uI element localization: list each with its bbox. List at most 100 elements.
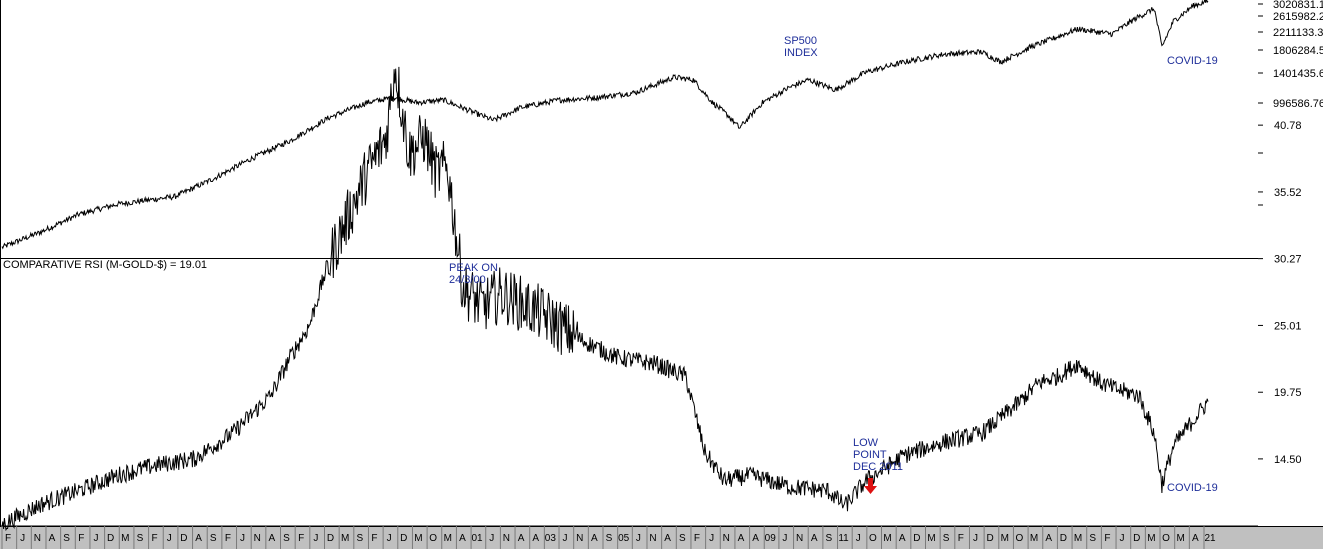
x-tick-label: D [913,533,920,544]
x-tick-label: J [709,533,714,544]
x-tick-label: J [973,533,978,544]
x-tick-label: A [811,533,818,544]
x-tick-label: J [20,533,25,544]
y-tick-label-bottom: 30.27 [1274,254,1302,266]
x-tick-label: N [576,533,583,544]
x-tick-label: F [298,533,304,544]
x-tick-label: S [356,533,363,544]
x-tick-label: F [5,533,11,544]
x-tick-label: N [503,533,510,544]
rsi-line [1,66,1209,532]
x-tick-label: S [826,533,833,544]
x-tick-label: J [167,533,172,544]
x-tick-label: 11 [838,533,849,544]
low-point-arrow [864,478,877,494]
x-tick-label: A [532,533,539,544]
x-tick-label: M [1001,533,1009,544]
y-tick-label-top: 2615982.2 [1273,11,1323,23]
y-tick-label-top: 996586.76 [1273,98,1323,110]
x-tick-label: F [371,533,377,544]
x-tick-label: N [723,533,730,544]
x-tick-label: F [78,533,84,544]
x-tick-label: J [240,533,245,544]
x-tick-label: D [180,533,187,544]
x-tick-label: M [414,533,422,544]
x-tick-label: O [869,533,877,544]
x-tick-label: J [387,533,392,544]
low-point-label: LOW POINT DEC 2011 [853,437,903,473]
x-tick-label: J [489,533,494,544]
x-tick-label: N [34,533,41,544]
x-tick-label: S [943,533,950,544]
x-tick-label: D [400,533,407,544]
x-tick-label: J [782,533,787,544]
x-tick-label: M [1177,533,1185,544]
x-tick-label: F [694,533,700,544]
sp500-line [1,0,1209,250]
x-tick-label: F [958,533,964,544]
x-tick-label: J [1120,533,1125,544]
y-tick-label-bottom: 14.50 [1274,454,1302,466]
x-tick-label: S [210,533,217,544]
x-tick-label: M [1030,533,1038,544]
x-tick-label: J [563,533,568,544]
x-tick-label: F [1104,533,1110,544]
y-tick-label-top: 1806284.5 [1273,45,1323,57]
arrow-shaft [868,478,873,487]
y-tick-label-top: 3020831.1 [1273,0,1323,11]
rsi-panel-title: COMPARATIVE RSI (M-GOLD-$) = 19.01 [3,259,208,271]
x-tick-label: O [1162,533,1170,544]
x-tick-label: S [679,533,686,544]
sp500-index-label: SP500 INDEX [784,35,818,59]
y-axis-band [1258,0,1323,526]
peak-label: PEAK ON 24/3/00 [449,262,498,286]
x-tick-label: J [93,533,98,544]
x-tick-label: 09 [765,533,777,544]
x-tick-label: A [269,533,276,544]
x-tick-label: 21 [1204,533,1216,544]
y-tick-label-top: 2211133.3 [1273,27,1323,39]
x-tick-label: N [649,533,656,544]
y-tick-label-bottom: 40.78 [1274,120,1302,132]
y-tick-label-bottom: 19.75 [1274,387,1302,399]
x-axis: F J N A S F J D M S F J D A S F J N A S F J D M S F J D M O M A 01 J N A A 03… [1,526,1216,549]
covid-label-top: COVID-19 [1167,55,1218,67]
sp500-series [1,0,1209,250]
x-tick-label: A [1045,533,1052,544]
x-tick-label: M [121,533,129,544]
x-tick-label: A [49,533,56,544]
x-tick-label: A [752,533,759,544]
x-tick-label: A [738,533,745,544]
x-tick-label: M [444,533,452,544]
x-tick-label: J [313,533,318,544]
x-tick-label: 01 [472,533,484,544]
x-tick-label: A [899,533,906,544]
covid-label-bottom: COVID-19 [1167,482,1218,494]
y-tick-label-top: 1401435.6 [1273,68,1323,80]
x-tick-label: A [1192,533,1199,544]
x-tick-label: N [796,533,803,544]
x-tick-label: F [152,533,158,544]
x-tick-label: 05 [618,533,630,544]
bottom-y-axis: 40.78 35.52 30.27 25.01 19.75 14.50 [1258,120,1302,466]
x-tick-label: M [883,533,891,544]
x-tick-label: S [606,533,613,544]
x-tick-label: M [341,533,349,544]
x-tick-label: J [636,533,641,544]
x-tick-label: D [327,533,334,544]
x-tick-label: A [518,533,525,544]
rsi-series [1,66,1209,532]
x-tick-label: D [987,533,994,544]
x-tick-label: D [1060,533,1067,544]
x-tick-label: O [429,533,437,544]
x-tick-label: M [1147,533,1155,544]
y-tick-label-bottom: 25.01 [1274,320,1302,332]
x-tick-label: S [137,533,144,544]
x-tick-label: A [459,533,466,544]
x-tick-label: J [856,533,861,544]
x-tick-label: A [195,533,202,544]
x-tick-label: S [63,533,70,544]
x-tick-label: D [107,533,114,544]
